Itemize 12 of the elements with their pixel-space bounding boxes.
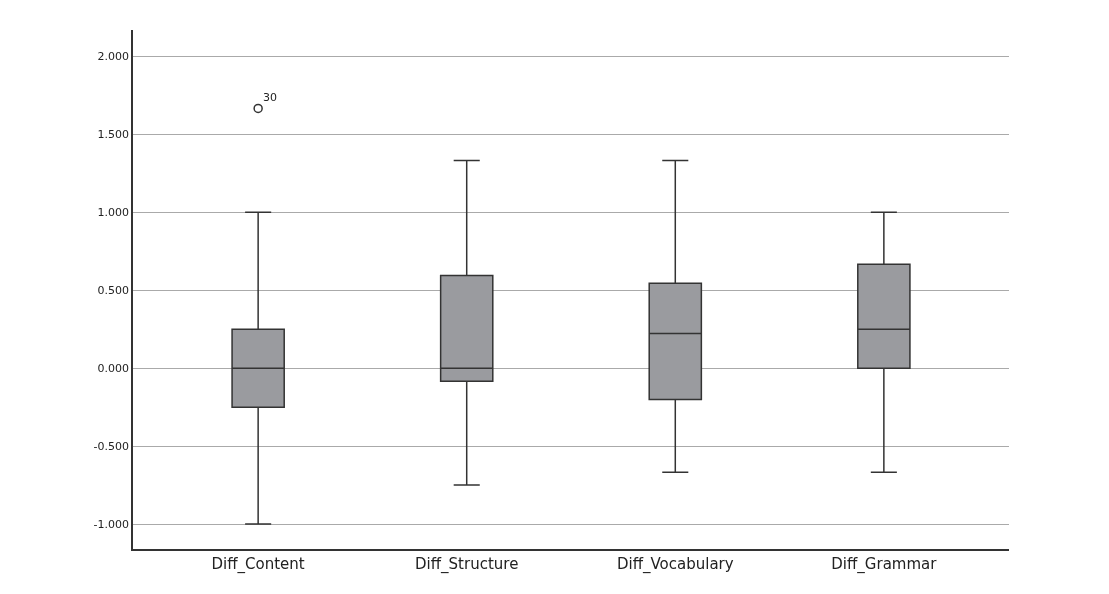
y-tick-label: 0.500 (97, 284, 130, 298)
y-tick-label: 2.000 (97, 50, 130, 64)
x-tick-label: Diff_Structure (415, 554, 519, 574)
x-tick-label: Diff_Vocabulary (616, 554, 734, 574)
y-tick-label: 1.000 (97, 206, 130, 220)
y-tick-label: -0.500 (93, 439, 130, 453)
y-tick-label: 0.000 (97, 362, 130, 376)
x-tick-label: Diff_Content (211, 554, 305, 574)
y-tick-label: 1.500 (97, 128, 130, 142)
annotation: 30 (263, 91, 277, 104)
y-tick-label: -1.000 (93, 517, 130, 531)
x-tick-label: Diff_Grammar (831, 554, 938, 574)
